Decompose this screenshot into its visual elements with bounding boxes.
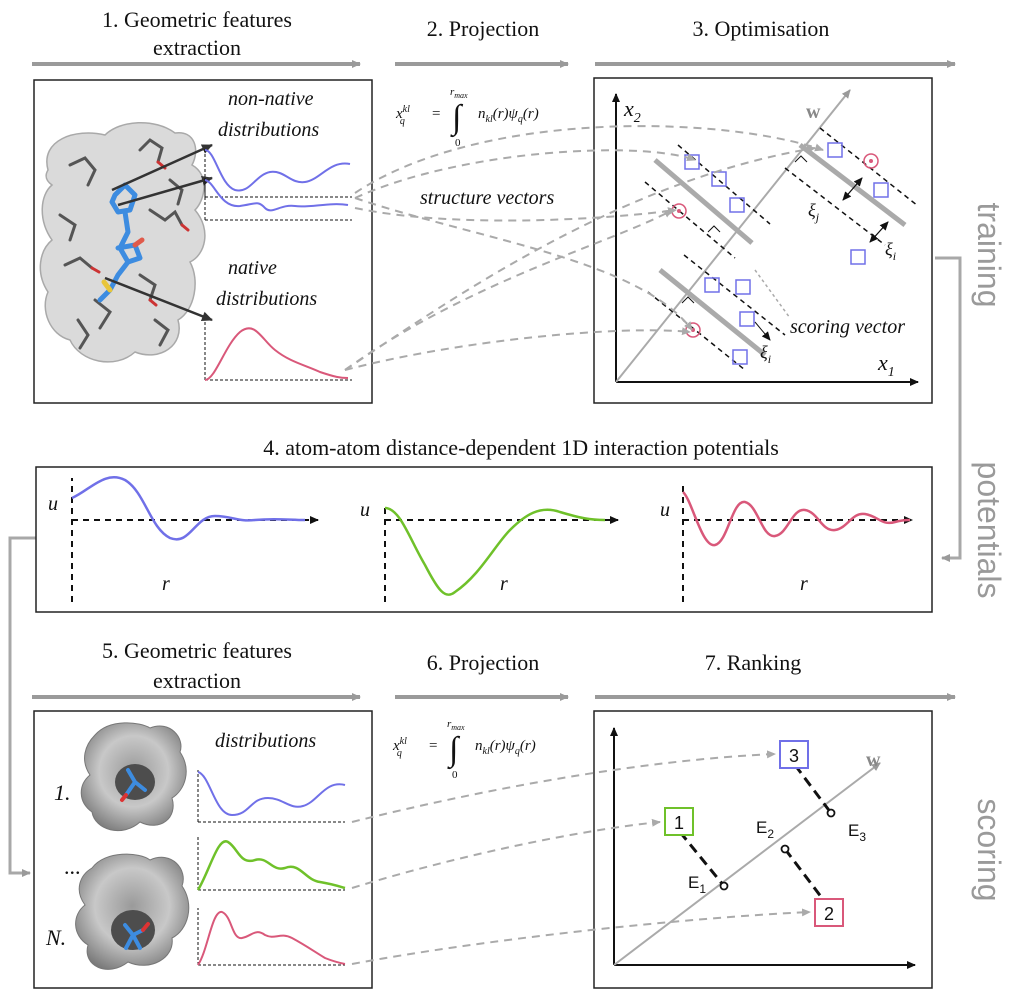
potential-plot-blue [71,476,319,602]
pocket-ligand-n [123,922,150,950]
formula-integrand: nkl(r)ψq(r) [478,106,539,125]
scoring-plot-green [196,836,346,891]
scoring-dashed-arrows [351,750,811,965]
step1-title-line2: extraction [153,35,241,60]
formula-lhs: xkl q [395,104,410,127]
step4-title: 4. atom-atom distance-dependent 1D inter… [263,435,779,460]
rank-box-2 [814,898,844,927]
ligand-atoms [101,237,145,293]
phase-training: training [971,203,1007,308]
u-label-2: u [360,499,370,521]
phase-labels: training potentials scoring [971,203,1007,902]
r-label-3: r [800,573,808,595]
formula2-lhs: xkl q [392,736,407,759]
non-native-plot-1 [204,148,352,198]
potential-plot-green [384,506,619,602]
formula-integral: ∫ [450,99,464,138]
e2-label: E2 [756,818,774,841]
scoring-plot-red [197,908,346,966]
non-native-plot-2 [204,178,352,221]
header-arrows [32,60,956,701]
formula2-upper: rmax [447,718,465,732]
native-label-line2: distributions [216,288,317,310]
scoring-vector-pointer [754,269,791,319]
ligand-arrows [104,143,213,322]
step5-title-line1: 5. Geometric features [102,638,292,663]
native-label-line1: native [228,257,277,279]
formula2-lower: 0 [452,769,458,781]
protein-sticks [58,138,184,350]
non-native-label-line2: distributions [218,119,319,141]
group-right [784,127,919,265]
step3-title: 3. Optimisation [693,16,830,41]
formula2-integrand: nkl(r)ψq(r) [475,738,536,757]
formula-projection-scoring: xkl q = ∫ rmax 0 nkl(r)ψq(r) [392,718,536,781]
xi-i-label-lower: ξi [760,342,771,366]
u-label-1: u [48,493,58,515]
potential-plot-red [682,484,913,602]
training-dashed-arrows [344,125,824,371]
item-label-1: 1. [54,780,71,805]
formula2-eq: = [429,738,437,754]
native-plot [204,322,352,381]
e3-label: E3 [848,821,866,844]
w-vector [615,89,851,383]
xi-i-label-right: ξi [885,239,896,263]
x1-axis-label: x1 [877,350,895,380]
panel-5-feature-extraction: 1. ... N. distributions [33,710,373,989]
rank-box-3 [779,740,809,769]
step7-title: 7. Ranking [705,650,802,675]
formula-eq: = [432,106,440,122]
panel-7-ranking: w 1 2 3 E1 E2 E3 [593,710,933,989]
scoring-plot-blue [197,770,346,823]
pocket-ligand-1 [120,768,147,802]
step2-title: 2. Projection [427,16,539,41]
formula-upper: rmax [450,86,468,100]
r-label-2: r [500,573,508,595]
e1-label: E1 [688,873,706,896]
scoring-vector-label: scoring vector [790,316,905,338]
rank-box-3-label: 3 [789,746,799,766]
projection-point-e2 [780,844,790,854]
panel-4-potentials: u r u r u r [35,466,933,613]
formula-lower: 0 [455,137,461,149]
r-label-1: r [162,573,170,595]
panel-1-feature-extraction: non-native distributions native distribu… [33,79,373,404]
rank-box-1 [664,807,694,836]
panel-4-frame [35,466,933,613]
ranking-w-label: w [866,749,881,771]
item-label-n: N. [45,925,66,950]
distributions-label: distributions [215,730,316,752]
projection-point-e3 [826,808,836,818]
rank-box-1-label: 1 [674,813,684,833]
row-connectors [8,256,962,877]
panel-7-frame [593,710,933,989]
rank-box-2-label: 2 [824,904,834,924]
ranking-w-vector [613,762,881,966]
phase-scoring: scoring [971,798,1007,901]
connector-potentials-to-scoring [8,536,36,877]
phase-potentials: potentials [971,462,1007,599]
formula2-integral: ∫ [447,731,461,770]
w-label: w [806,101,821,123]
formula-projection-training: xkl q = ∫ rmax 0 nkl(r)ψq(r) [395,86,539,149]
structure-vectors-label: structure vectors [420,187,554,209]
step6-title: 6. Projection [427,650,539,675]
step-headers: 1. Geometric features extraction 2. Proj… [102,7,829,693]
projection-point-e1 [719,881,729,891]
u-label-3: u [660,499,670,521]
xi-j-label: ξj [808,200,820,224]
panel-3-optimisation: x2 x1 w [593,77,933,404]
step5-title-line2: extraction [153,668,241,693]
non-native-label-line1: non-native [228,88,314,110]
item-label-dots: ... [64,854,81,879]
connector-training-to-potentials [935,256,962,562]
step1-title-line1: 1. Geometric features [102,7,292,32]
x2-axis-label: x2 [623,96,641,126]
